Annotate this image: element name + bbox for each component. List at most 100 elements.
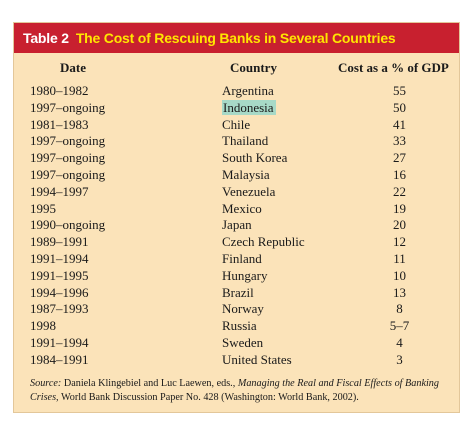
country-text: Venezuela bbox=[222, 183, 276, 199]
cell-country: Sweden bbox=[222, 335, 338, 352]
table-row: 1998 Russia 5–7 bbox=[14, 318, 459, 335]
table-row: 1991–1994 Finland 11 bbox=[14, 250, 459, 268]
country-text: Norway bbox=[222, 301, 264, 317]
table-row: 1980–1982 Argentina 55 bbox=[14, 83, 459, 100]
country-text: United States bbox=[222, 351, 292, 367]
cell-cost: 41 bbox=[393, 116, 406, 132]
country-text: Finland bbox=[222, 250, 262, 266]
country-text: Hungary bbox=[222, 267, 268, 283]
cell-cost: 13 bbox=[393, 284, 406, 300]
cell-country: Venezuela bbox=[222, 184, 338, 201]
cell-date: 1994–1997 bbox=[30, 183, 89, 199]
cell-cost: 22 bbox=[393, 183, 406, 199]
header-date: Date bbox=[60, 60, 86, 75]
cell-date: 1990–ongoing bbox=[30, 217, 106, 233]
table-row: 1995 Mexico 19 bbox=[14, 200, 459, 218]
table-title-bar: Table 2 The Cost of Rescuing Banks in Se… bbox=[14, 23, 459, 53]
table-row: 1994–1997 Venezuela 22 bbox=[14, 183, 459, 201]
header-country: Country bbox=[230, 60, 277, 75]
cell-cost: 10 bbox=[393, 267, 406, 283]
cell-cost: 33 bbox=[393, 133, 406, 149]
cell-country: Brazil bbox=[222, 285, 338, 302]
cell-cost: 50 bbox=[393, 99, 406, 115]
cell-date: 1997–ongoing bbox=[30, 133, 106, 149]
cell-date: 1991–1994 bbox=[30, 250, 89, 266]
table-row: 1989–1991 Czech Republic 12 bbox=[14, 234, 459, 251]
table-row: 1991–1994 Sweden 4 bbox=[14, 334, 459, 352]
cell-date: 1994–1996 bbox=[30, 284, 89, 300]
cell-date: 1980–1982 bbox=[30, 83, 89, 98]
table-row: 1981–1983 Chile 41 bbox=[14, 116, 459, 134]
cell-cost: 20 bbox=[393, 217, 406, 233]
country-text: Thailand bbox=[222, 133, 269, 149]
country-text: Russia bbox=[222, 318, 257, 334]
cell-country: Hungary bbox=[222, 268, 338, 285]
cell-country: Malaysia bbox=[222, 167, 338, 184]
cell-date: 1995 bbox=[30, 200, 56, 216]
cell-date: 1998 bbox=[30, 318, 56, 334]
cell-cost: 5–7 bbox=[389, 318, 410, 334]
cell-date: 1997–ongoing bbox=[30, 99, 106, 115]
cell-cost: 16 bbox=[393, 166, 406, 182]
table-row: 1994–1996 Brazil 13 bbox=[14, 284, 459, 302]
source-book-title: Managing the Real and Fiscal Effects of … bbox=[30, 378, 439, 403]
cell-date: 1991–1994 bbox=[30, 334, 89, 350]
cell-country: Argentina bbox=[222, 83, 338, 100]
cell-cost: 3 bbox=[396, 351, 403, 367]
header-cost: Cost as a % of GDP bbox=[338, 60, 449, 75]
cell-date: 1997–ongoing bbox=[30, 166, 106, 182]
country-text: Brazil bbox=[222, 284, 254, 300]
cell-country: United States bbox=[222, 352, 338, 369]
country-text: Czech Republic bbox=[222, 234, 305, 250]
cell-date: 1997–ongoing bbox=[30, 150, 106, 166]
cell-country: Japan bbox=[222, 217, 338, 234]
country-text: Argentina bbox=[222, 83, 274, 98]
source-publication: World Bank Discussion Paper No. 428 (Was… bbox=[60, 392, 359, 403]
cell-date: 1987–1993 bbox=[30, 301, 89, 317]
table-header-row: Date Country Cost as a % of GDP bbox=[14, 59, 459, 83]
cell-cost: 11 bbox=[393, 250, 406, 266]
cell-cost: 19 bbox=[393, 200, 406, 216]
cell-date: 1984–1991 bbox=[30, 351, 89, 367]
cell-country: Chile bbox=[222, 117, 338, 134]
table-row: 1987–1993 Norway 8 bbox=[14, 301, 459, 318]
country-text: South Korea bbox=[222, 150, 288, 166]
table-row: 1984–1991 United States 3 bbox=[14, 351, 459, 369]
cell-country: Thailand bbox=[222, 133, 338, 150]
highlighted-country-text: Indonesia bbox=[222, 99, 276, 115]
table-body: 1980–1982 Argentina 55 1997–ongoing Indonesi… bbox=[14, 83, 459, 369]
table-row: 1990–ongoing Japan 20 bbox=[14, 217, 459, 234]
country-text: Japan bbox=[222, 217, 252, 233]
cell-cost: 4 bbox=[396, 334, 403, 350]
table-row: 1991–1995 Hungary 10 bbox=[14, 267, 459, 285]
table-row: 1997–ongoing Indonesia 50 bbox=[14, 99, 459, 117]
cell-country: South Korea bbox=[222, 150, 338, 167]
table-title: The Cost of Rescuing Banks in Several Co… bbox=[75, 30, 396, 46]
source-label: Source: bbox=[30, 378, 62, 389]
cell-date: 1991–1995 bbox=[30, 267, 89, 283]
country-text: Malaysia bbox=[222, 166, 270, 182]
cell-country: Czech Republic bbox=[222, 234, 338, 251]
table-row: 1997–ongoing South Korea 27 bbox=[14, 150, 459, 167]
source-editors: Daniela Klingebiel and Luc Laewen, eds., bbox=[63, 378, 236, 389]
cell-cost: 55 bbox=[393, 83, 406, 98]
data-table-panel: Table 2 The Cost of Rescuing Banks in Se… bbox=[13, 22, 460, 413]
cell-country: Mexico bbox=[222, 201, 338, 218]
cell-cost: 27 bbox=[393, 150, 406, 166]
cell-country: Finland bbox=[222, 251, 338, 268]
source-note: Source: Daniela Klingebiel and Luc Laewe… bbox=[30, 377, 450, 405]
country-text: Sweden bbox=[222, 334, 264, 350]
cell-cost: 8 bbox=[396, 301, 403, 317]
cell-country: Norway bbox=[222, 301, 338, 318]
table-row: 1997–ongoing Thailand 33 bbox=[14, 133, 459, 150]
cell-date: 1989–1991 bbox=[30, 234, 89, 250]
cell-date: 1981–1983 bbox=[30, 116, 89, 132]
cell-country: Russia bbox=[222, 318, 338, 335]
country-text: Chile bbox=[222, 116, 251, 132]
table-number-label: Table 2 bbox=[23, 30, 69, 46]
table-row: 1997–ongoing Malaysia 16 bbox=[14, 166, 459, 184]
bank-rescue-cost-table: Date Country Cost as a % of GDP 1980–198… bbox=[14, 59, 459, 369]
country-text: Mexico bbox=[222, 200, 262, 216]
cell-country: Indonesia bbox=[222, 99, 338, 117]
cell-cost: 12 bbox=[393, 234, 406, 250]
